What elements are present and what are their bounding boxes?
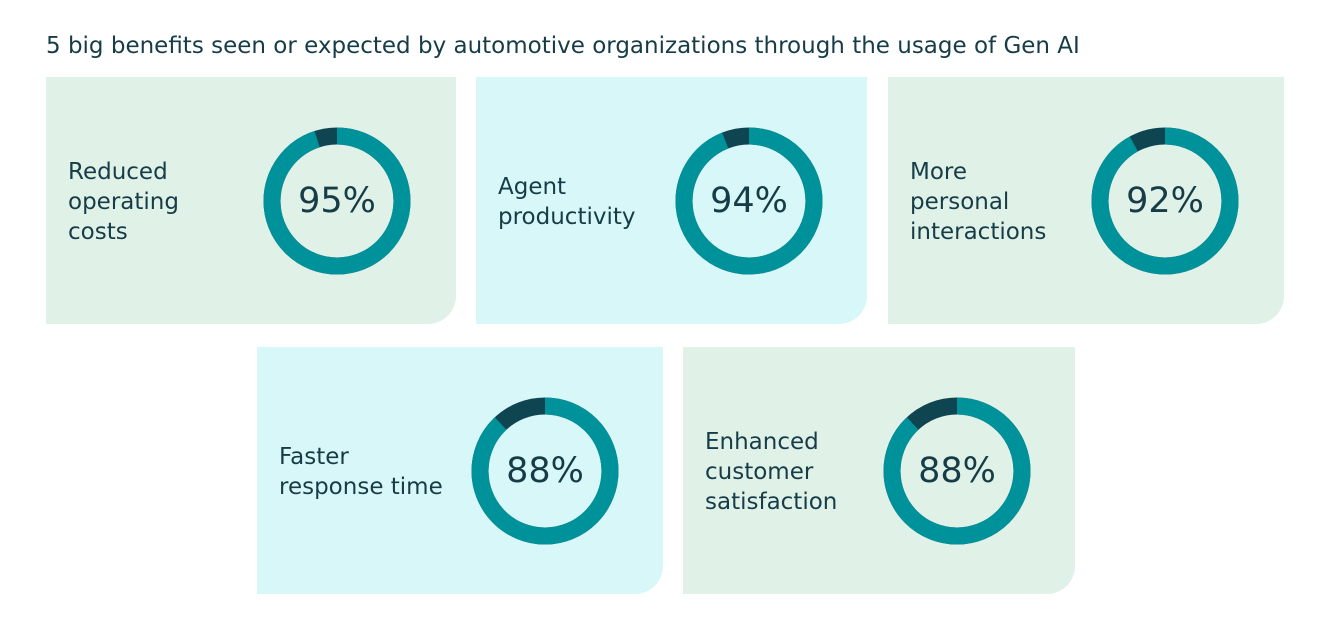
donut-value-segment bbox=[675, 127, 823, 275]
benefit-label: Faster response time bbox=[279, 444, 443, 500]
donut-value-label: 95% bbox=[298, 181, 376, 221]
benefit-label: Enhanced customer satisfaction bbox=[705, 429, 838, 515]
donut-value-label: 88% bbox=[918, 451, 996, 491]
donut-value-label: 88% bbox=[506, 451, 584, 491]
donut-value-label: 94% bbox=[710, 181, 788, 221]
donut-chart: 88% bbox=[883, 397, 1031, 545]
donut-chart: 92% bbox=[1091, 127, 1239, 275]
donut-value-segment bbox=[1091, 127, 1239, 275]
benefit-card-more-personal-interactions: More personal interactions 92% bbox=[888, 77, 1284, 324]
benefit-card-agent-productivity: Agent productivity 94% bbox=[476, 77, 867, 324]
benefit-card-enhanced-customer-satisfaction: Enhanced customer satisfaction 88% bbox=[683, 347, 1075, 594]
chart-title: 5 big benefits seen or expected by autom… bbox=[46, 33, 1080, 59]
benefit-label: More personal interactions bbox=[910, 159, 1047, 245]
donut-chart: 95% bbox=[263, 127, 411, 275]
donut-chart: 94% bbox=[675, 127, 823, 275]
donut-value-segment bbox=[471, 397, 619, 545]
donut-chart: 88% bbox=[471, 397, 619, 545]
donut-value-segment bbox=[263, 127, 411, 275]
benefit-card-reduced-operating-costs: Reduced operating costs 95% bbox=[46, 77, 456, 324]
benefit-card-faster-response-time: Faster response time 88% bbox=[257, 347, 663, 594]
donut-value-label: 92% bbox=[1126, 181, 1204, 221]
benefit-label: Agent productivity bbox=[498, 174, 636, 230]
benefit-label: Reduced operating costs bbox=[68, 159, 179, 245]
donut-value-segment bbox=[883, 397, 1031, 545]
